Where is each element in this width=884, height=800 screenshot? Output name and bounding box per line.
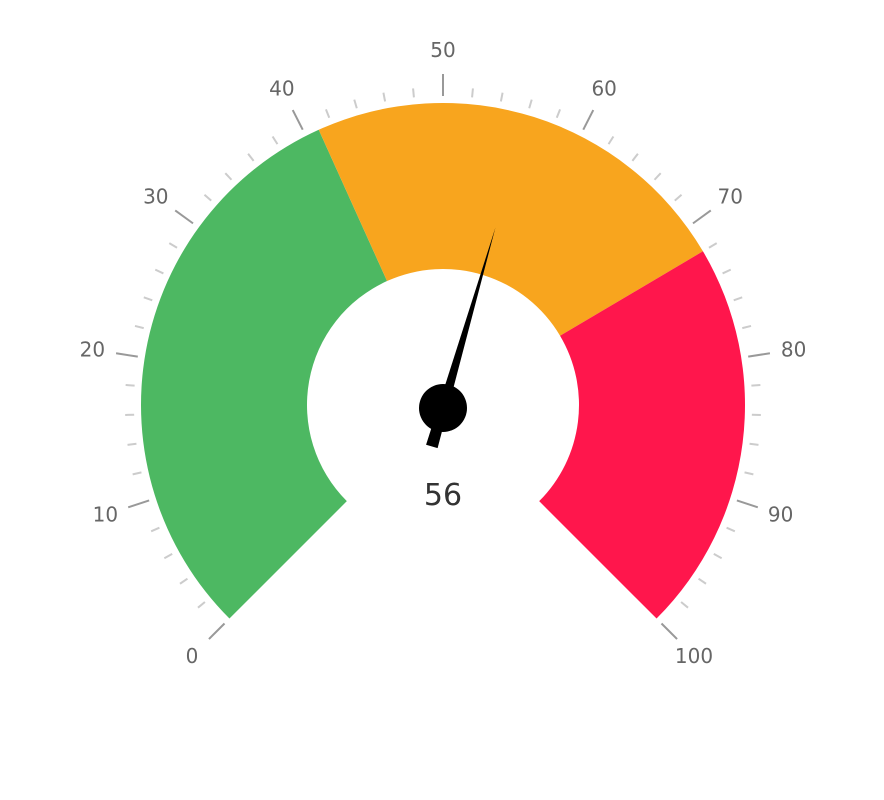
gauge-minor-tick — [499, 92, 504, 102]
gauge-minor-tick — [143, 296, 153, 302]
gauge-major-tick — [748, 352, 771, 358]
gauge-minor-tick — [680, 601, 689, 609]
gauge-minor-tick — [722, 268, 732, 275]
gauge-minor-tick — [271, 135, 279, 145]
gauge-minor-tick — [325, 108, 331, 119]
gauge-needle-group — [419, 227, 496, 449]
gauge-minor-tick — [224, 172, 233, 181]
gauge-minor-tick — [197, 601, 206, 609]
gauge-tick-labels: 0 10 20 30 40 50 60 70 80 90 100 — [80, 38, 807, 668]
gauge-major-tick — [208, 622, 226, 640]
gauge-tick-label: 100 — [675, 644, 713, 668]
gauge-minor-tick — [653, 172, 662, 181]
gauge-tick-label: 0 — [186, 644, 199, 668]
gauge-minor-tick — [125, 384, 135, 387]
gauge-tick-label: 70 — [717, 184, 742, 208]
gauge-band-1 — [140, 129, 388, 619]
gauge-minor-tick — [163, 552, 173, 560]
gauge-minor-tick — [674, 193, 683, 202]
gauge-minor-tick — [733, 296, 743, 302]
gauge-minor-tick — [127, 442, 137, 446]
gauge-minor-tick — [154, 268, 164, 275]
gauge-minor-tick — [168, 242, 178, 249]
gauge-tick-label: 60 — [591, 77, 616, 101]
gauge-major-tick — [692, 209, 712, 225]
gauge-minor-tick — [150, 526, 160, 533]
gauge-minor-tick — [631, 153, 639, 162]
gauge-minor-tick — [382, 92, 387, 102]
gauge-minor-tick — [751, 384, 761, 387]
gauge-minor-tick — [708, 242, 718, 249]
gauge-major-tick — [174, 209, 194, 225]
gauge-needle-hub — [419, 384, 467, 432]
gauge-value-label: 56 — [424, 478, 462, 513]
gauge-band-3 — [539, 251, 745, 619]
gauge-tick-label: 30 — [143, 184, 168, 208]
gauge-major-tick — [736, 499, 759, 509]
gauge-minor-tick — [528, 99, 533, 109]
gauge-minor-tick — [749, 442, 759, 446]
gauge-major-tick — [291, 109, 304, 131]
gauge-minor-tick — [179, 577, 188, 585]
gauge-minor-tick — [412, 88, 415, 98]
gauge-major-tick — [127, 499, 150, 509]
gauge-tick-label: 90 — [768, 503, 793, 527]
gauge-minor-tick — [726, 526, 736, 533]
gauge-minor-tick — [555, 108, 561, 119]
gauge-tick-label: 50 — [430, 38, 455, 62]
gauge-ticks — [115, 74, 771, 640]
gauge-minor-tick — [742, 324, 752, 330]
gauge-minor-tick — [203, 193, 212, 202]
gauge-band-2 — [318, 103, 703, 336]
gauge-minor-tick — [744, 471, 754, 476]
gauge-minor-tick — [471, 88, 474, 98]
gauge-tick-label: 20 — [80, 337, 105, 361]
gauge-tick-label: 40 — [269, 77, 294, 101]
gauge-major-tick — [582, 109, 595, 131]
gauge-minor-tick — [247, 153, 255, 162]
gauge-major-tick — [660, 622, 678, 640]
gauge-major-tick — [115, 352, 138, 358]
gauge-minor-tick — [134, 324, 144, 330]
gauge-minor-tick — [607, 135, 615, 145]
gauge-minor-tick — [353, 99, 358, 109]
gauge-minor-tick — [713, 552, 723, 560]
gauge-bands — [140, 103, 745, 619]
gauge-minor-tick — [132, 471, 142, 476]
gauge-tick-label: 80 — [781, 337, 806, 361]
gauge-minor-tick — [698, 577, 707, 585]
gauge-tick-label: 10 — [93, 503, 118, 527]
